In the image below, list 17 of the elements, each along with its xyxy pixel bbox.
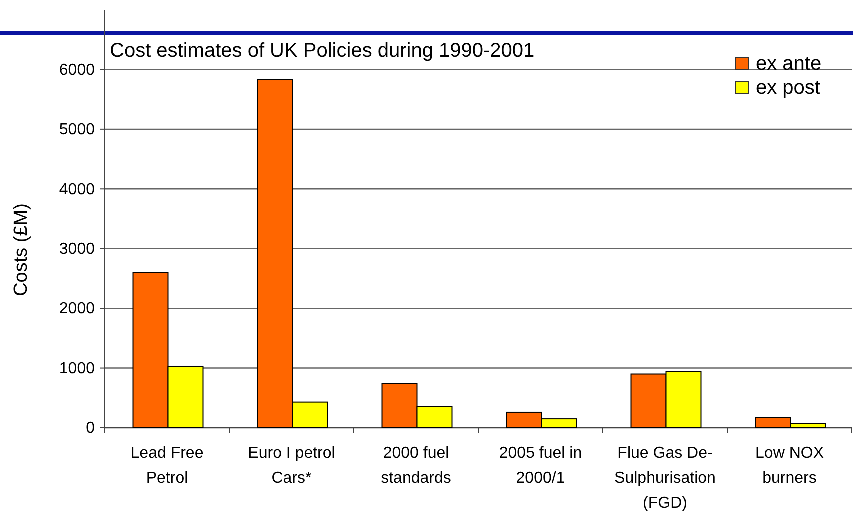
y-tick-label: 6000 [59, 62, 96, 79]
x-tick-label: Lead Free Petrol [130, 445, 204, 487]
y-tick-label: 0 [86, 420, 96, 438]
text: Cost estimates of UK Policies during 1990-2001 [110, 40, 535, 62]
x-tick-label: 2005 fuel in 2000/1 [499, 445, 582, 487]
y-tick-label: 4000 [59, 181, 96, 198]
y-tick-label: 1000 [59, 360, 96, 378]
y-tick-label: 3000 [59, 240, 96, 258]
x-tick-label: 2000 fuel standards [381, 445, 452, 487]
y-tick-label: 5000 [59, 122, 96, 139]
y-axis-title: Costs (£M) [11, 204, 32, 296]
legend-label: ex post [756, 77, 821, 99]
x-tick-label: Flue Gas De-Sulphurisation (FGD) [614, 445, 716, 512]
x-tick-label: Euro I petrol Cars* [248, 445, 336, 487]
legend-label: ex ante [756, 53, 822, 75]
y-tick-label: 2000 [59, 300, 96, 318]
x-tick-label: Low NOX burners [756, 445, 824, 487]
